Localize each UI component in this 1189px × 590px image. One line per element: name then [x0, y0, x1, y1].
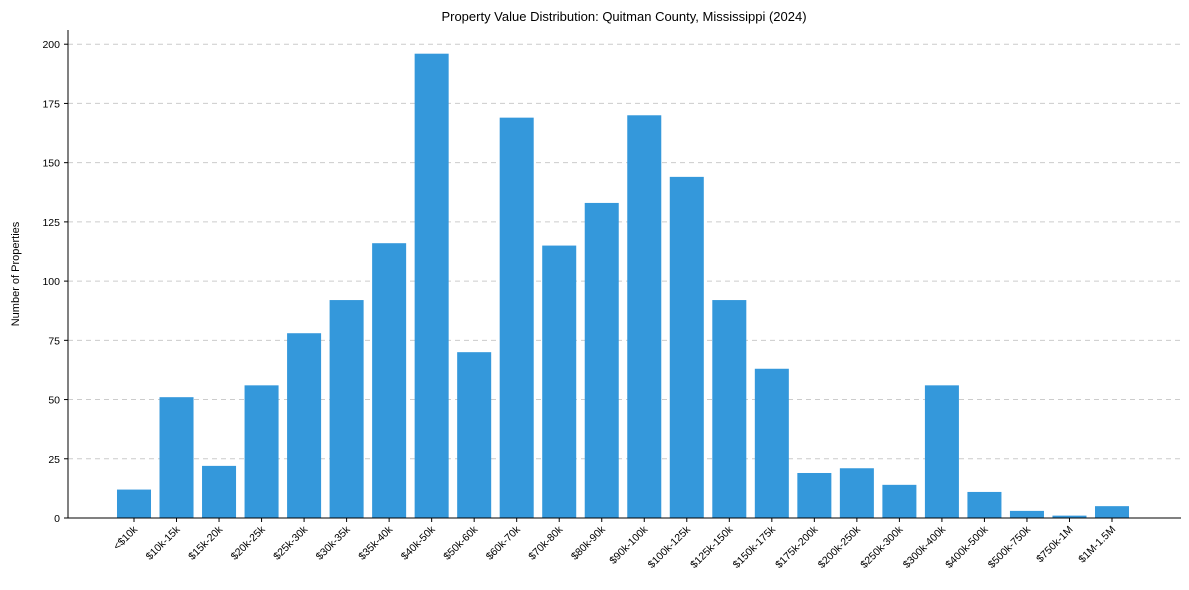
bar [329, 300, 364, 518]
gridlines [68, 43, 1181, 460]
x-tick-label: $125k-150k [688, 523, 736, 571]
bar [287, 333, 322, 518]
x-tick-label: $25k-30k [271, 523, 311, 563]
x-tick-label: $90k-100k [607, 523, 651, 567]
bar [202, 465, 237, 518]
bar [669, 176, 704, 518]
x-tick-label: $15k-20k [186, 523, 226, 563]
x-tick-label: $100k-125k [646, 523, 694, 571]
x-tick-label: $10k-15k [144, 523, 184, 563]
bar [754, 368, 789, 518]
y-tick-label: 100 [42, 276, 60, 288]
x-tick-label: $40k-50k [399, 523, 439, 563]
x-tick-label: $750k-1M [1034, 524, 1076, 566]
bar [499, 117, 534, 518]
bar [627, 115, 662, 518]
y-ticks: 0 25 50 75 100 125 150 175 200 [42, 39, 68, 525]
bar [882, 484, 917, 518]
bar [372, 243, 407, 518]
y-tick-label: 125 [42, 217, 60, 229]
bar [414, 53, 449, 518]
bar [1094, 506, 1130, 518]
x-tick-label: $300k-400k [901, 523, 949, 571]
x-tick-label: $250k-300k [858, 523, 906, 571]
x-tick-label: $20k-25k [229, 523, 269, 563]
bars [116, 53, 1130, 518]
x-tick-label: $80k-90k [569, 523, 609, 563]
bar [244, 385, 279, 518]
x-tick-label: $70k-80k [526, 523, 566, 563]
y-tick-label: 75 [48, 335, 60, 347]
bar [1052, 515, 1087, 518]
x-tick-label: $175k-200k [773, 523, 821, 571]
y-tick-label: 150 [42, 158, 60, 170]
bar [924, 385, 959, 518]
x-tick-label: $1M-1.5M [1076, 524, 1118, 566]
bar [116, 489, 152, 518]
x-tick-label: $200k-250k [816, 523, 864, 571]
y-tick-label: 50 [48, 395, 60, 407]
x-tick-label: $400k-500k [943, 523, 991, 571]
x-ticks: <$10k $10k-15k $15k-20k $20k-25k $25k-30k $30… [111, 518, 1118, 571]
chart-title: Property Value Distribution: Quitman Cou… [441, 9, 806, 24]
y-axis-label: Number of Properties [10, 221, 22, 326]
bar [542, 245, 577, 518]
bar [967, 491, 1002, 518]
y-tick-label: 200 [42, 39, 60, 51]
bar [712, 300, 747, 518]
bar [839, 468, 874, 518]
bar [584, 202, 619, 518]
x-tick-label: $500k-750k [986, 523, 1034, 571]
y-tick-label: 175 [42, 98, 60, 110]
x-tick-label: $50k-60k [441, 523, 481, 563]
x-tick-label: $35k-40k [356, 523, 396, 563]
y-tick-label: 25 [48, 454, 60, 466]
x-tick-label: $150k-175k [731, 523, 779, 571]
bar [1009, 510, 1044, 518]
y-tick-label: 0 [54, 513, 60, 525]
bar [797, 472, 832, 518]
bar [159, 397, 194, 518]
x-tick-label: $30k-35k [314, 523, 354, 563]
x-tick-label: <$10k [111, 523, 140, 552]
bar [457, 352, 492, 518]
x-tick-label: $60k-70k [484, 523, 524, 563]
